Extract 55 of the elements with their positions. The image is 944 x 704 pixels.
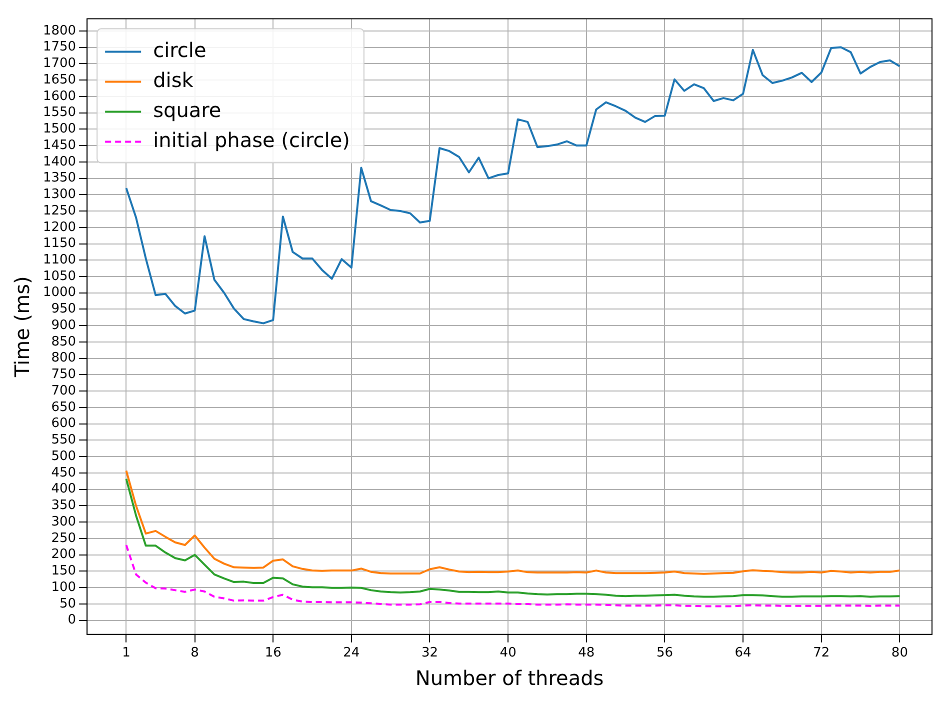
y-tick-label: 1500 [42, 122, 76, 137]
legend-label: circle [153, 38, 206, 62]
y-tick-label: 1150 [42, 236, 76, 252]
y-tick-label: 200 [51, 547, 76, 562]
y-tick-label: 800 [51, 350, 76, 366]
x-tick-label: 48 [578, 646, 595, 661]
legend-label: disk [153, 68, 194, 92]
y-tick-label: 900 [51, 318, 76, 333]
y-tick-label: 1600 [42, 88, 76, 104]
y-tick-label: 600 [51, 416, 76, 432]
y-tick-label: 1800 [42, 23, 76, 38]
y-tick-label: 1650 [42, 72, 76, 88]
x-tick-label: 72 [813, 646, 830, 661]
y-tick-label: 1450 [42, 138, 76, 153]
y-tick-label: 750 [51, 367, 76, 382]
y-tick-label: 700 [51, 383, 76, 398]
x-tick-label: 64 [734, 646, 752, 661]
legend-label: square [153, 98, 222, 122]
y-tick-label: 1700 [42, 56, 76, 72]
y-tick-label: 350 [51, 498, 76, 514]
y-tick-label: 150 [51, 564, 76, 579]
x-tick-label: 40 [500, 646, 516, 661]
y-tick-label: 100 [51, 580, 76, 595]
y-tick-label: 650 [51, 400, 76, 415]
x-tick-label: 8 [190, 646, 199, 661]
x-tick-label: 16 [264, 646, 282, 661]
y-tick-label: 50 [60, 596, 76, 612]
y-tick-label: 1400 [42, 154, 76, 170]
x-tick-label: 24 [343, 646, 360, 661]
y-tick-label: 1750 [42, 40, 76, 55]
x-tick-label: 80 [891, 646, 908, 661]
y-tick-label: 400 [51, 482, 76, 497]
x-tick-label: 56 [656, 646, 673, 661]
y-tick-label: 1000 [42, 285, 76, 300]
y-tick-label: 450 [51, 465, 76, 480]
y-tick-label: 1300 [42, 187, 76, 202]
x-tick-label: 1 [122, 646, 130, 661]
y-tick-label: 850 [51, 334, 76, 350]
y-tick-label: 300 [51, 514, 76, 530]
line-series [125, 544, 901, 608]
y-tick-label: 1550 [42, 105, 76, 120]
y-tick-label: 950 [51, 302, 76, 317]
y-tick-label: 0 [68, 612, 76, 628]
x-tick-label: 32 [421, 646, 438, 661]
y-tick-label: 550 [51, 432, 76, 448]
y-tick-label: 1350 [42, 170, 76, 186]
y-tick-label: 1200 [42, 220, 76, 235]
y-tick-label: 500 [51, 448, 76, 464]
y-tick-label: 250 [51, 530, 76, 546]
x-axis-title: Number of threads [415, 666, 604, 690]
y-tick-label: 1250 [42, 203, 76, 218]
y-tick-label: 1050 [42, 268, 76, 284]
y-axis-title: Time (ms) [10, 276, 34, 378]
legend-label: initial phase (circle) [153, 128, 350, 152]
y-tick-label: 1100 [42, 252, 76, 268]
